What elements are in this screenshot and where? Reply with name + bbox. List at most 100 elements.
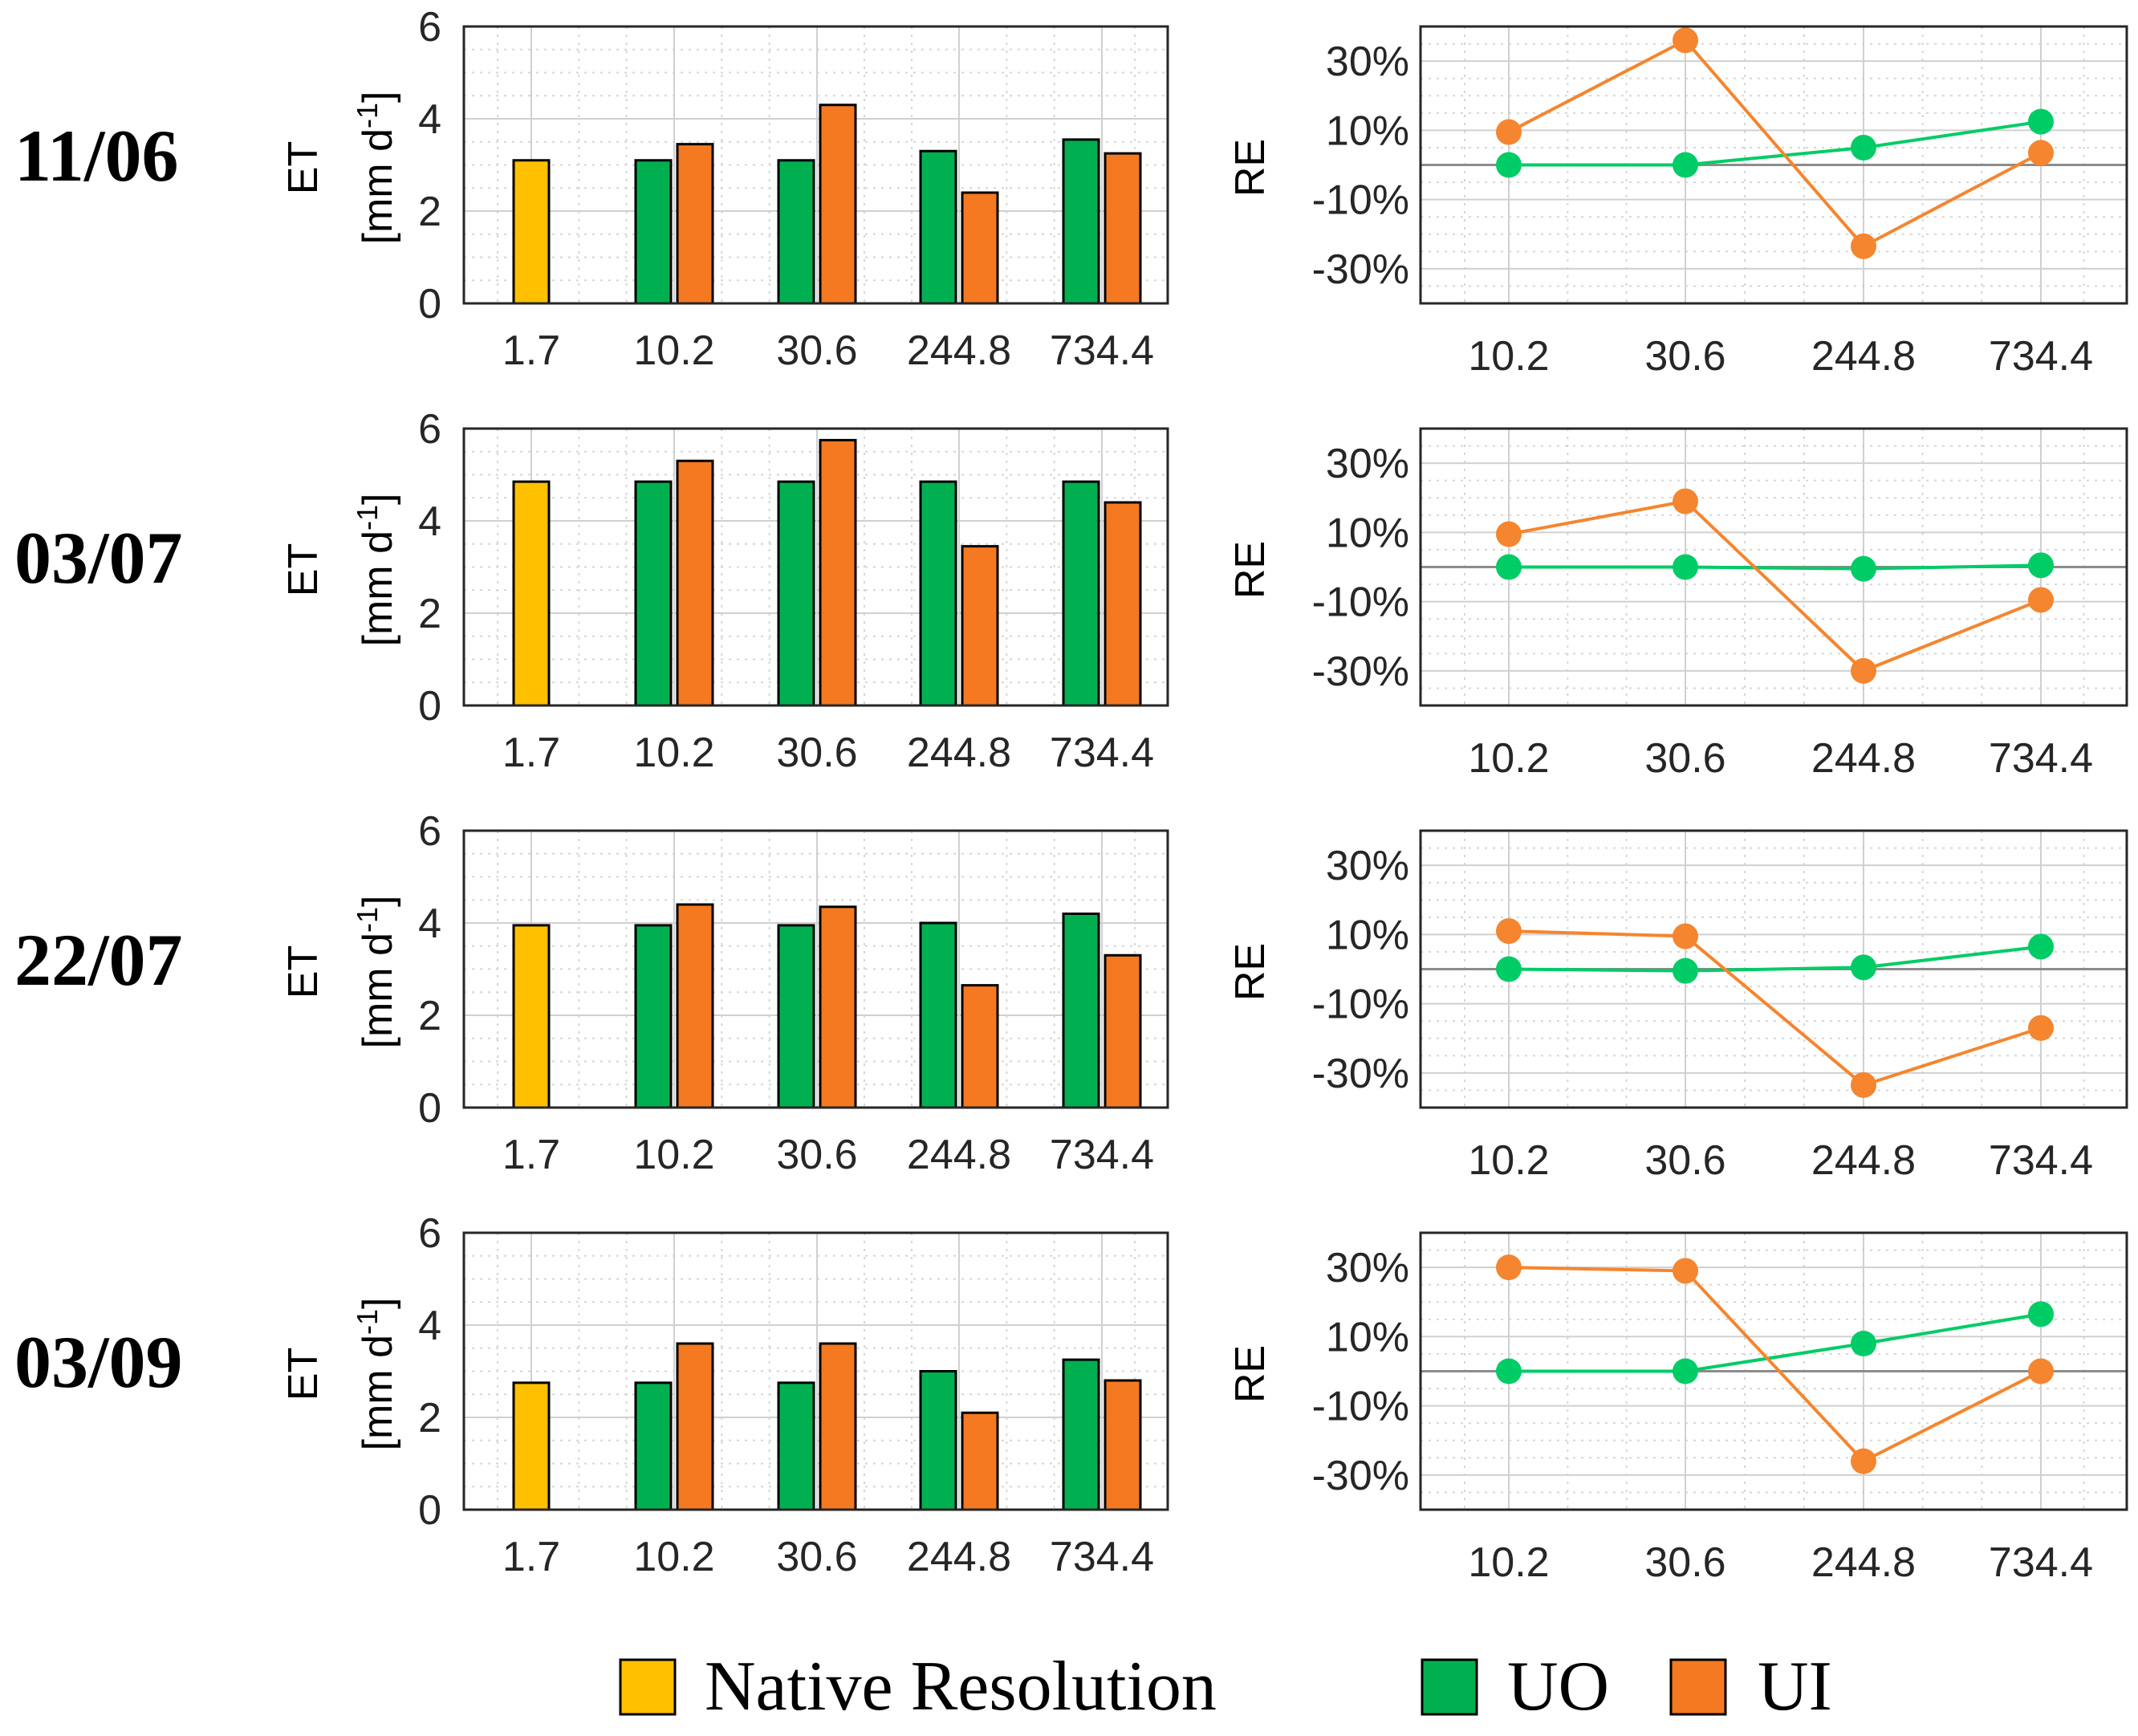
et-ylabel-units: [mm d-1] <box>351 1298 401 1451</box>
re-point-ui <box>1851 233 1876 259</box>
et-ytick-label: 4 <box>418 901 441 947</box>
et-panel: 0 2 4 6 1.7 10.2 30.6 244.8 734.4 ET [mm d-1] <box>280 1210 1169 1580</box>
re-point-ui <box>1496 918 1522 945</box>
et-xtick-label: 734.4 <box>1050 1132 1154 1178</box>
et-panel: 0 2 4 6 1.7 10.2 30.6 244.8 734.4 ET [mm d-1] <box>280 406 1169 776</box>
et-ytick-label: 0 <box>418 1487 441 1534</box>
re-ytick-label: 30% <box>1326 843 1409 889</box>
re-axes-frame <box>1419 427 2128 707</box>
bar-uo <box>919 149 957 305</box>
re-series-uo-line <box>1509 1312 2042 1373</box>
et-xtick-label: 30.6 <box>776 1534 857 1580</box>
re-ytick-label: -10% <box>1312 579 1409 626</box>
re-xtick-label: 10.2 <box>1468 1137 1549 1184</box>
row-label: 03/07 <box>14 517 183 599</box>
bar-ui <box>1104 152 1142 305</box>
et-ytick-label: 0 <box>418 1085 441 1132</box>
re-ytick-label: -30% <box>1312 246 1409 293</box>
re-axes-frame <box>1419 25 2128 305</box>
re-point-uo <box>2028 108 2054 135</box>
et-units-close: ] <box>355 896 401 907</box>
bar-ui <box>961 191 999 305</box>
et-xtick-label: 1.7 <box>502 327 560 374</box>
legend-label-ui: UI <box>1758 1648 1832 1726</box>
re-point-uo <box>1851 954 1876 981</box>
re-xtick-label: 10.2 <box>1468 333 1549 380</box>
et-ylabel: ET <box>280 945 327 998</box>
et-xtick-label: 10.2 <box>633 1132 714 1178</box>
re-point-uo <box>1673 1358 1698 1384</box>
bar-ui <box>819 104 857 305</box>
bar-ui <box>676 459 714 707</box>
re-panel: 30% 10% -10% -30% 10.2 30.6 244.8 734.4 RE <box>1227 1231 2128 1586</box>
re-ytick-label: -30% <box>1312 1051 1409 1097</box>
et-ytick-label: 6 <box>418 406 441 453</box>
et-ytick-label: 4 <box>418 1303 441 1349</box>
bar-uo <box>634 159 673 305</box>
re-xtick-label: 734.4 <box>1989 1137 2093 1184</box>
et-xtick-label: 734.4 <box>1050 730 1154 776</box>
re-point-uo <box>1496 152 1522 178</box>
re-point-ui <box>1673 923 1698 949</box>
re-point-uo <box>1851 1331 1876 1356</box>
bar-uo <box>1062 1358 1100 1511</box>
et-ytick-label: 2 <box>418 1395 441 1441</box>
bar-uo <box>777 480 815 707</box>
row-label: 03/09 <box>14 1321 183 1403</box>
re-ylabel: RE <box>1227 1345 1274 1403</box>
re-axes-frame <box>1419 1231 2128 1511</box>
re-axes-frame <box>1419 829 2128 1109</box>
re-ytick-label: -30% <box>1312 648 1409 695</box>
re-xtick-label: 244.8 <box>1811 1137 1916 1184</box>
et-units-close: ] <box>355 494 401 505</box>
legend-label-uo: UO <box>1507 1648 1609 1726</box>
et-xtick-label: 244.8 <box>907 327 1011 374</box>
bar-native <box>512 159 551 305</box>
re-point-ui <box>1673 1258 1698 1284</box>
bar-native <box>512 924 551 1109</box>
et-xtick-label: 734.4 <box>1050 327 1154 374</box>
bar-uo <box>777 1381 815 1511</box>
bar-uo <box>919 1370 957 1511</box>
re-xtick-label: 10.2 <box>1468 1539 1549 1586</box>
re-series-uo-line <box>1509 120 2042 167</box>
re-point-uo <box>2028 552 2054 579</box>
et-axes-frame <box>462 427 1169 707</box>
row-1: 11/06 0 2 4 6 1.7 10.2 30.6 244.8 734.4 ET [mm d-1]… <box>14 4 2128 380</box>
re-ytick-label: 10% <box>1326 510 1409 556</box>
legend-label-native: Native Resolution <box>705 1648 1217 1726</box>
re-point-ui <box>2028 1358 2054 1384</box>
et-ytick-label: 6 <box>418 808 441 855</box>
re-xtick-label: 30.6 <box>1644 1539 1725 1586</box>
re-point-ui <box>1673 27 1698 54</box>
et-axes-frame <box>462 829 1169 1109</box>
re-point-uo <box>1673 957 1698 984</box>
re-xtick-label: 244.8 <box>1811 735 1916 782</box>
bar-ui <box>676 143 714 305</box>
re-panel: 30% 10% -10% -30% 10.2 30.6 244.8 734.4 RE <box>1227 829 2128 1184</box>
et-units-sup: -1 <box>351 1309 384 1335</box>
et-ylabel-units: [mm d-1] <box>351 91 401 245</box>
et-xtick-label: 244.8 <box>907 1132 1011 1178</box>
et-ytick-label: 6 <box>418 4 441 51</box>
bar-ui <box>961 984 999 1109</box>
re-point-uo <box>1673 554 1698 580</box>
bar-ui <box>819 905 857 1109</box>
et-units-main: [mm d <box>355 128 401 244</box>
re-series-ui-line <box>1508 38 2042 249</box>
re-xtick-label: 30.6 <box>1644 333 1725 380</box>
re-ylabel: RE <box>1227 943 1274 1001</box>
et-units-main: [mm d <box>355 1335 401 1450</box>
re-panel: 30% 10% -10% -30% 10.2 30.6 244.8 734.4 RE <box>1227 25 2128 380</box>
re-ytick-label: 10% <box>1326 1314 1409 1360</box>
bar-uo <box>919 921 957 1109</box>
bar-uo <box>634 480 673 707</box>
bar-ui <box>676 1342 714 1511</box>
legend: Native Resolution UO UI <box>619 1648 1832 1726</box>
et-units-sup: -1 <box>351 505 384 531</box>
re-point-uo <box>2028 933 2054 960</box>
re-point-ui <box>1673 488 1698 514</box>
legend-swatch-native <box>619 1658 677 1716</box>
et-ylabel-units: [mm d-1] <box>351 494 401 647</box>
et-axes-frame <box>462 25 1169 305</box>
